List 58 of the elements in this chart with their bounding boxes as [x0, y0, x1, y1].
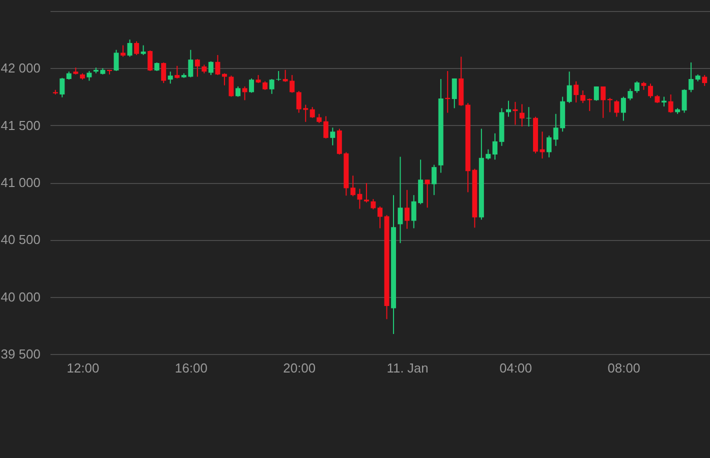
candlestick: [208, 60, 214, 76]
y-tick-label: 40 000: [0, 289, 40, 304]
candlestick: [148, 50, 153, 72]
candlestick: [668, 94, 674, 114]
candlestick: [566, 71, 572, 104]
candlestick: [127, 39, 132, 58]
x-tick-label: 20:00: [283, 360, 316, 376]
candlestick: [594, 86, 599, 102]
candlestick: [316, 113, 322, 124]
candlestick: [161, 62, 166, 84]
y-tick-label: 41 000: [0, 175, 40, 190]
candlestick: [276, 70, 282, 82]
candlestick: [378, 206, 382, 229]
y-tick-label: 42 000: [0, 60, 40, 76]
y-tick-label: 41 500: [0, 118, 40, 133]
x-tick-label: 04:00: [499, 360, 532, 376]
candlestick: [520, 104, 525, 127]
candlestick: [269, 78, 274, 94]
candlestick: [134, 40, 140, 56]
candlestick: [140, 44, 146, 56]
candlestick: [310, 106, 315, 118]
candlestick: [60, 77, 65, 98]
candlestick: [600, 86, 606, 118]
candlestick: [228, 75, 234, 98]
candlestick: [370, 198, 376, 210]
candlestick: [364, 182, 369, 204]
candlestick: [432, 164, 437, 196]
candlestick: [688, 62, 694, 93]
x-tick-label: 12:00: [66, 360, 100, 376]
candlestick: [404, 189, 410, 230]
candlestick: [174, 65, 180, 79]
candlestick: [648, 83, 653, 98]
candlestick: [398, 156, 403, 244]
candlestick: [634, 80, 640, 94]
candlestick: [424, 179, 430, 208]
candlestick: [574, 80, 579, 103]
candlestick: [242, 86, 248, 101]
candlestick: [215, 54, 220, 76]
candlestick: [614, 100, 620, 118]
candlestick: [330, 127, 336, 146]
x-tick-label: 11. Jan: [386, 360, 428, 376]
candlestick: [546, 135, 552, 158]
candlestick: [114, 49, 119, 72]
candlestick: [86, 70, 92, 82]
candlestick: [194, 58, 200, 78]
candlestick: [526, 106, 532, 127]
candlestick: [702, 74, 708, 86]
x-tick-label: 08:00: [608, 360, 640, 376]
y-tick-label: 39 500: [0, 346, 40, 362]
y-tick-label: 40 500: [0, 232, 40, 248]
candlestick: [168, 71, 173, 84]
candlestick: [452, 78, 457, 109]
x-tick-label: 16:00: [174, 360, 208, 376]
candlestick: [249, 78, 254, 94]
candlestick: [323, 116, 328, 139]
candlestick: [235, 86, 240, 98]
candlestick: [682, 88, 687, 114]
candlestick: [120, 44, 126, 58]
